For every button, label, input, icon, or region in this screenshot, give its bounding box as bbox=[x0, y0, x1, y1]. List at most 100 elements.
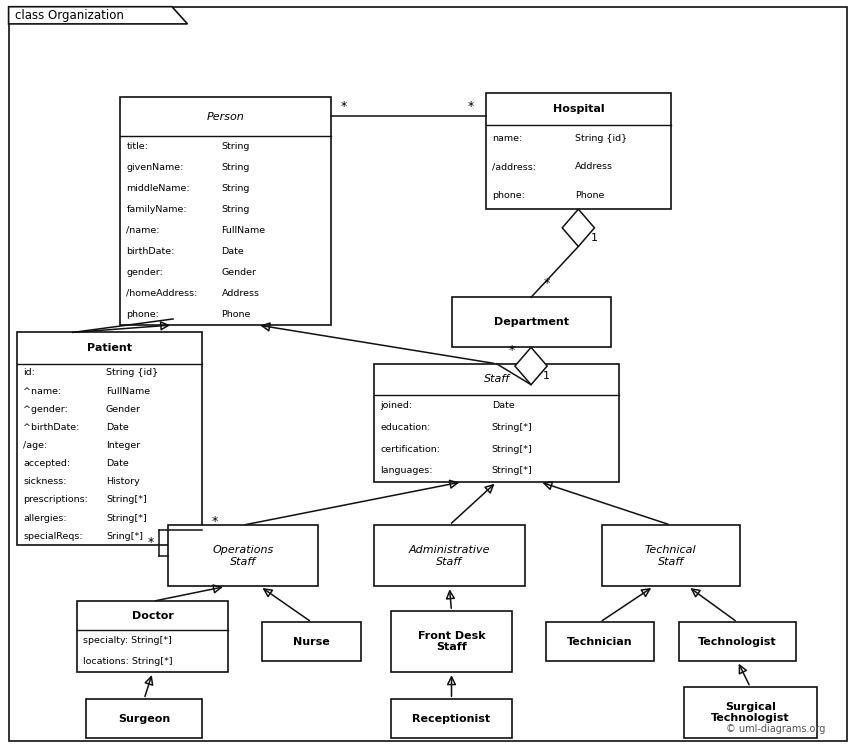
Text: /address:: /address: bbox=[492, 162, 536, 172]
Text: String[*]: String[*] bbox=[492, 466, 532, 476]
Text: Receptionist: Receptionist bbox=[413, 713, 490, 724]
Text: Address: Address bbox=[222, 289, 260, 298]
Text: String[*]: String[*] bbox=[492, 423, 532, 433]
Text: Technologist: Technologist bbox=[698, 636, 777, 647]
Text: String: String bbox=[222, 205, 250, 214]
Text: String[*]: String[*] bbox=[492, 444, 532, 454]
FancyBboxPatch shape bbox=[120, 97, 331, 325]
Text: Date: Date bbox=[106, 459, 129, 468]
FancyBboxPatch shape bbox=[452, 297, 611, 347]
Text: Administrative
Staff: Administrative Staff bbox=[408, 545, 490, 566]
FancyBboxPatch shape bbox=[9, 7, 847, 741]
Text: Gender: Gender bbox=[222, 268, 256, 277]
FancyBboxPatch shape bbox=[684, 687, 817, 738]
Text: *: * bbox=[212, 515, 218, 528]
Text: prescriptions:: prescriptions: bbox=[23, 495, 88, 504]
Text: Operations
Staff: Operations Staff bbox=[212, 545, 273, 566]
Text: *: * bbox=[341, 100, 347, 114]
Text: phone:: phone: bbox=[492, 190, 525, 199]
FancyBboxPatch shape bbox=[17, 332, 202, 545]
Text: Surgeon: Surgeon bbox=[118, 713, 170, 724]
Text: History: History bbox=[106, 477, 139, 486]
Text: ^birthDate:: ^birthDate: bbox=[23, 423, 80, 432]
Polygon shape bbox=[515, 347, 547, 385]
Text: Front Desk
Staff: Front Desk Staff bbox=[418, 631, 485, 652]
Text: name:: name: bbox=[492, 134, 522, 143]
Text: Gender: Gender bbox=[106, 405, 141, 414]
Text: FullName: FullName bbox=[106, 386, 150, 395]
Text: accepted:: accepted: bbox=[23, 459, 71, 468]
Text: 1: 1 bbox=[543, 371, 550, 381]
FancyBboxPatch shape bbox=[374, 364, 619, 482]
Text: joined:: joined: bbox=[380, 401, 412, 411]
Text: *: * bbox=[467, 100, 474, 114]
Text: String {id}: String {id} bbox=[574, 134, 627, 143]
FancyBboxPatch shape bbox=[262, 622, 361, 661]
Text: education:: education: bbox=[380, 423, 431, 433]
Text: Nurse: Nurse bbox=[293, 636, 330, 647]
Text: class Organization: class Organization bbox=[15, 9, 125, 22]
Text: specialReqs:: specialReqs: bbox=[23, 532, 83, 541]
Text: certification:: certification: bbox=[380, 444, 440, 454]
Text: String[*]: String[*] bbox=[106, 514, 147, 523]
FancyBboxPatch shape bbox=[679, 622, 796, 661]
Text: birthDate:: birthDate: bbox=[126, 247, 175, 256]
Text: Phone: Phone bbox=[574, 190, 604, 199]
Text: middleName:: middleName: bbox=[126, 184, 190, 193]
FancyBboxPatch shape bbox=[486, 93, 671, 209]
Text: Technician: Technician bbox=[567, 636, 633, 647]
Text: familyName:: familyName: bbox=[126, 205, 187, 214]
Text: Person: Person bbox=[207, 111, 244, 122]
Text: specialty: String[*]: specialty: String[*] bbox=[83, 636, 172, 645]
FancyBboxPatch shape bbox=[391, 611, 512, 672]
Text: phone:: phone: bbox=[126, 310, 159, 319]
Text: © uml-diagrams.org: © uml-diagrams.org bbox=[726, 724, 826, 734]
Text: gender:: gender: bbox=[126, 268, 163, 277]
Text: Date: Date bbox=[106, 423, 129, 432]
FancyBboxPatch shape bbox=[546, 622, 654, 661]
Text: FullName: FullName bbox=[222, 226, 266, 235]
Text: Technical
Staff: Technical Staff bbox=[645, 545, 697, 566]
Text: locations: String[*]: locations: String[*] bbox=[83, 657, 173, 666]
Text: *: * bbox=[544, 277, 550, 291]
Text: languages:: languages: bbox=[380, 466, 433, 476]
Text: givenName:: givenName: bbox=[126, 163, 184, 172]
Text: Address: Address bbox=[574, 162, 612, 172]
Text: allergies:: allergies: bbox=[23, 514, 67, 523]
Text: Surgical
Technologist: Surgical Technologist bbox=[711, 702, 789, 723]
FancyBboxPatch shape bbox=[602, 525, 740, 586]
Text: ^name:: ^name: bbox=[23, 386, 61, 395]
Text: String[*]: String[*] bbox=[106, 495, 147, 504]
Text: Phone: Phone bbox=[222, 310, 251, 319]
Text: /homeAddress:: /homeAddress: bbox=[126, 289, 198, 298]
Text: /age:: /age: bbox=[23, 441, 47, 450]
FancyBboxPatch shape bbox=[168, 525, 318, 586]
Polygon shape bbox=[562, 209, 594, 247]
Text: title:: title: bbox=[126, 142, 148, 151]
Text: sickness:: sickness: bbox=[23, 477, 67, 486]
FancyBboxPatch shape bbox=[77, 601, 228, 672]
Text: String: String bbox=[222, 142, 250, 151]
Text: /name:: /name: bbox=[126, 226, 160, 235]
Text: Doctor: Doctor bbox=[132, 610, 174, 621]
Text: Department: Department bbox=[494, 317, 568, 327]
Text: 1: 1 bbox=[590, 232, 598, 243]
Text: Integer: Integer bbox=[106, 441, 140, 450]
Text: Date: Date bbox=[222, 247, 244, 256]
Text: Date: Date bbox=[492, 401, 514, 411]
Text: String: String bbox=[222, 184, 250, 193]
Text: ^gender:: ^gender: bbox=[23, 405, 68, 414]
Text: Patient: Patient bbox=[87, 343, 132, 353]
FancyBboxPatch shape bbox=[86, 699, 202, 738]
Text: String {id}: String {id} bbox=[106, 368, 158, 377]
Polygon shape bbox=[9, 7, 187, 24]
FancyBboxPatch shape bbox=[374, 525, 525, 586]
Text: Sring[*]: Sring[*] bbox=[106, 532, 143, 541]
Text: id:: id: bbox=[23, 368, 35, 377]
Text: String: String bbox=[222, 163, 250, 172]
Text: Staff: Staff bbox=[483, 374, 510, 385]
FancyBboxPatch shape bbox=[391, 699, 512, 738]
Text: *: * bbox=[147, 536, 154, 549]
Text: *: * bbox=[509, 344, 515, 357]
Text: Hospital: Hospital bbox=[552, 104, 605, 114]
